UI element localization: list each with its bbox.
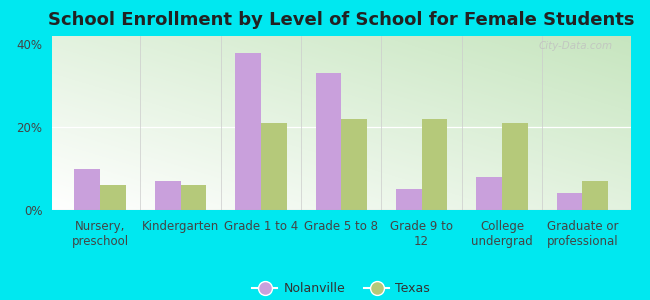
Text: City-Data.com: City-Data.com	[539, 41, 613, 51]
Bar	[341, 119, 367, 210]
Bar	[582, 181, 608, 210]
Bar	[235, 52, 261, 210]
Bar	[476, 177, 502, 210]
Bar	[75, 169, 100, 210]
Bar	[261, 123, 287, 210]
Title: School Enrollment by Level of School for Female Students: School Enrollment by Level of School for…	[48, 11, 634, 29]
Legend: Nolanville, Texas: Nolanville, Texas	[248, 277, 435, 300]
Bar	[556, 194, 582, 210]
Bar	[181, 185, 206, 210]
Bar	[396, 189, 422, 210]
Bar	[422, 119, 447, 210]
Bar	[100, 185, 126, 210]
Bar	[502, 123, 528, 210]
Bar	[315, 73, 341, 210]
Bar	[155, 181, 181, 210]
